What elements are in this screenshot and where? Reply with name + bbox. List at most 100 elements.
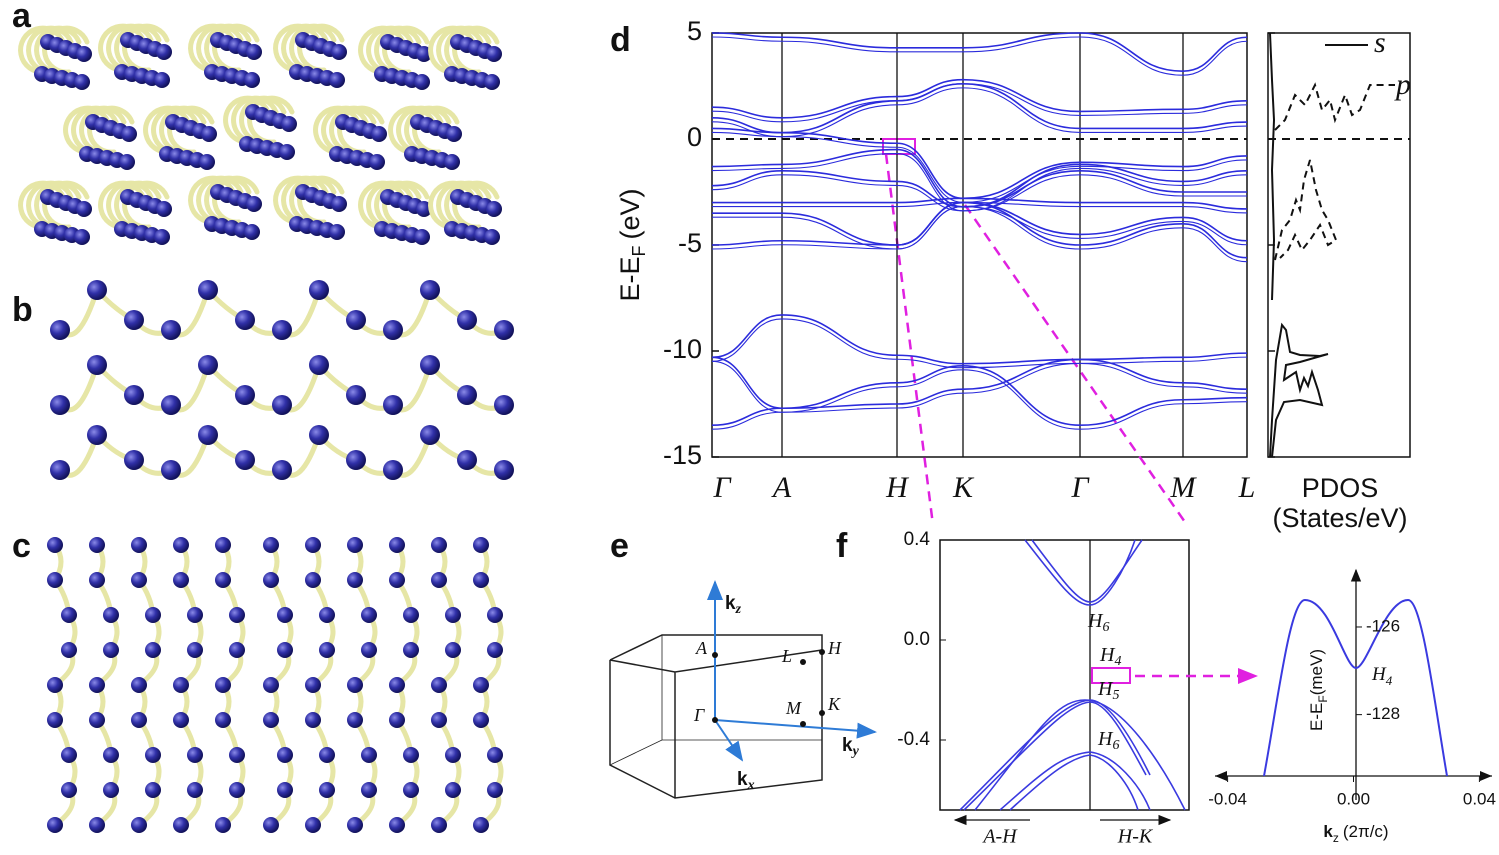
atom [473,712,489,728]
atom [229,642,245,658]
atom [87,280,107,300]
atom [331,44,347,60]
state-symbol: H [1087,610,1104,632]
atom [361,747,377,763]
atom [431,712,447,728]
atom [50,320,70,340]
atom [487,607,503,623]
atom [494,460,514,480]
atom [473,817,489,833]
atom [361,782,377,798]
atom [420,280,440,300]
atom [457,310,477,330]
atom [484,74,500,90]
band [711,369,1248,430]
atom [329,224,345,240]
atom [198,280,218,300]
y-tick-label: -0.4 [897,729,930,750]
atom [61,607,77,623]
y-tick-label: -5 [678,228,702,258]
bz-label: L [781,646,792,666]
state-symbol: H [1097,728,1114,750]
atom [47,677,63,693]
y-axis-label: E-EF(eV) [615,188,649,301]
atom [389,712,405,728]
atom [119,154,135,170]
atom [244,72,260,88]
atom [89,817,105,833]
y-tick-label: -15 [663,440,702,470]
atom [383,460,403,480]
zoom-arrow [1238,668,1258,684]
atom [244,224,260,240]
atom [277,782,293,798]
pdos-label: PDOS [1302,473,1379,503]
atom [173,537,189,553]
atom [50,395,70,415]
band [711,314,1248,365]
atom [494,395,514,415]
atom [347,712,363,728]
atom [235,310,255,330]
k-point-label: L [1238,471,1256,504]
panel-label: d [610,21,631,59]
atom [229,747,245,763]
atom [272,320,292,340]
atom [198,425,218,445]
atom [487,642,503,658]
atom [416,201,432,217]
atom [131,677,147,693]
y-tick-label: -10 [663,334,702,364]
kx-label: kx [737,769,755,793]
atom [47,712,63,728]
atom [486,201,502,217]
atom [473,677,489,693]
atom [215,572,231,588]
atom [309,425,329,445]
atom [87,425,107,445]
atom [103,607,119,623]
k-point-label: H [885,471,910,504]
bz-points [712,649,825,727]
atom [89,712,105,728]
atom [414,74,430,90]
band [711,127,1248,200]
zoom-guide [884,153,935,526]
ky-label: ky [842,735,860,759]
x-tick-label: -0.04 [1208,789,1247,808]
k-point-label: A [771,471,792,504]
atom [156,44,172,60]
atom [319,607,335,623]
atom [103,782,119,798]
atom [61,747,77,763]
band [711,365,1248,427]
atom [76,201,92,217]
pdos-p [1274,82,1395,261]
atom [215,537,231,553]
atom [277,747,293,763]
atom [89,677,105,693]
state-symbol: H [1097,678,1114,700]
atom [229,782,245,798]
bz-label: A [695,638,708,658]
legend-label: p [1394,68,1411,101]
atom [446,126,462,142]
state-index: 5 [1112,688,1119,703]
atom [309,280,329,300]
atom [431,572,447,588]
pdos-s [1269,322,1329,458]
atom [87,355,107,375]
atom [246,44,262,60]
atom [319,642,335,658]
atom [131,537,147,553]
atom [145,607,161,623]
zoom-box [1091,667,1131,684]
atom [486,46,502,62]
atom [389,817,405,833]
atom [263,537,279,553]
y-tick-label: 5 [687,16,702,46]
atom [124,450,144,470]
panel-label: a [12,0,32,35]
atom [154,229,170,245]
